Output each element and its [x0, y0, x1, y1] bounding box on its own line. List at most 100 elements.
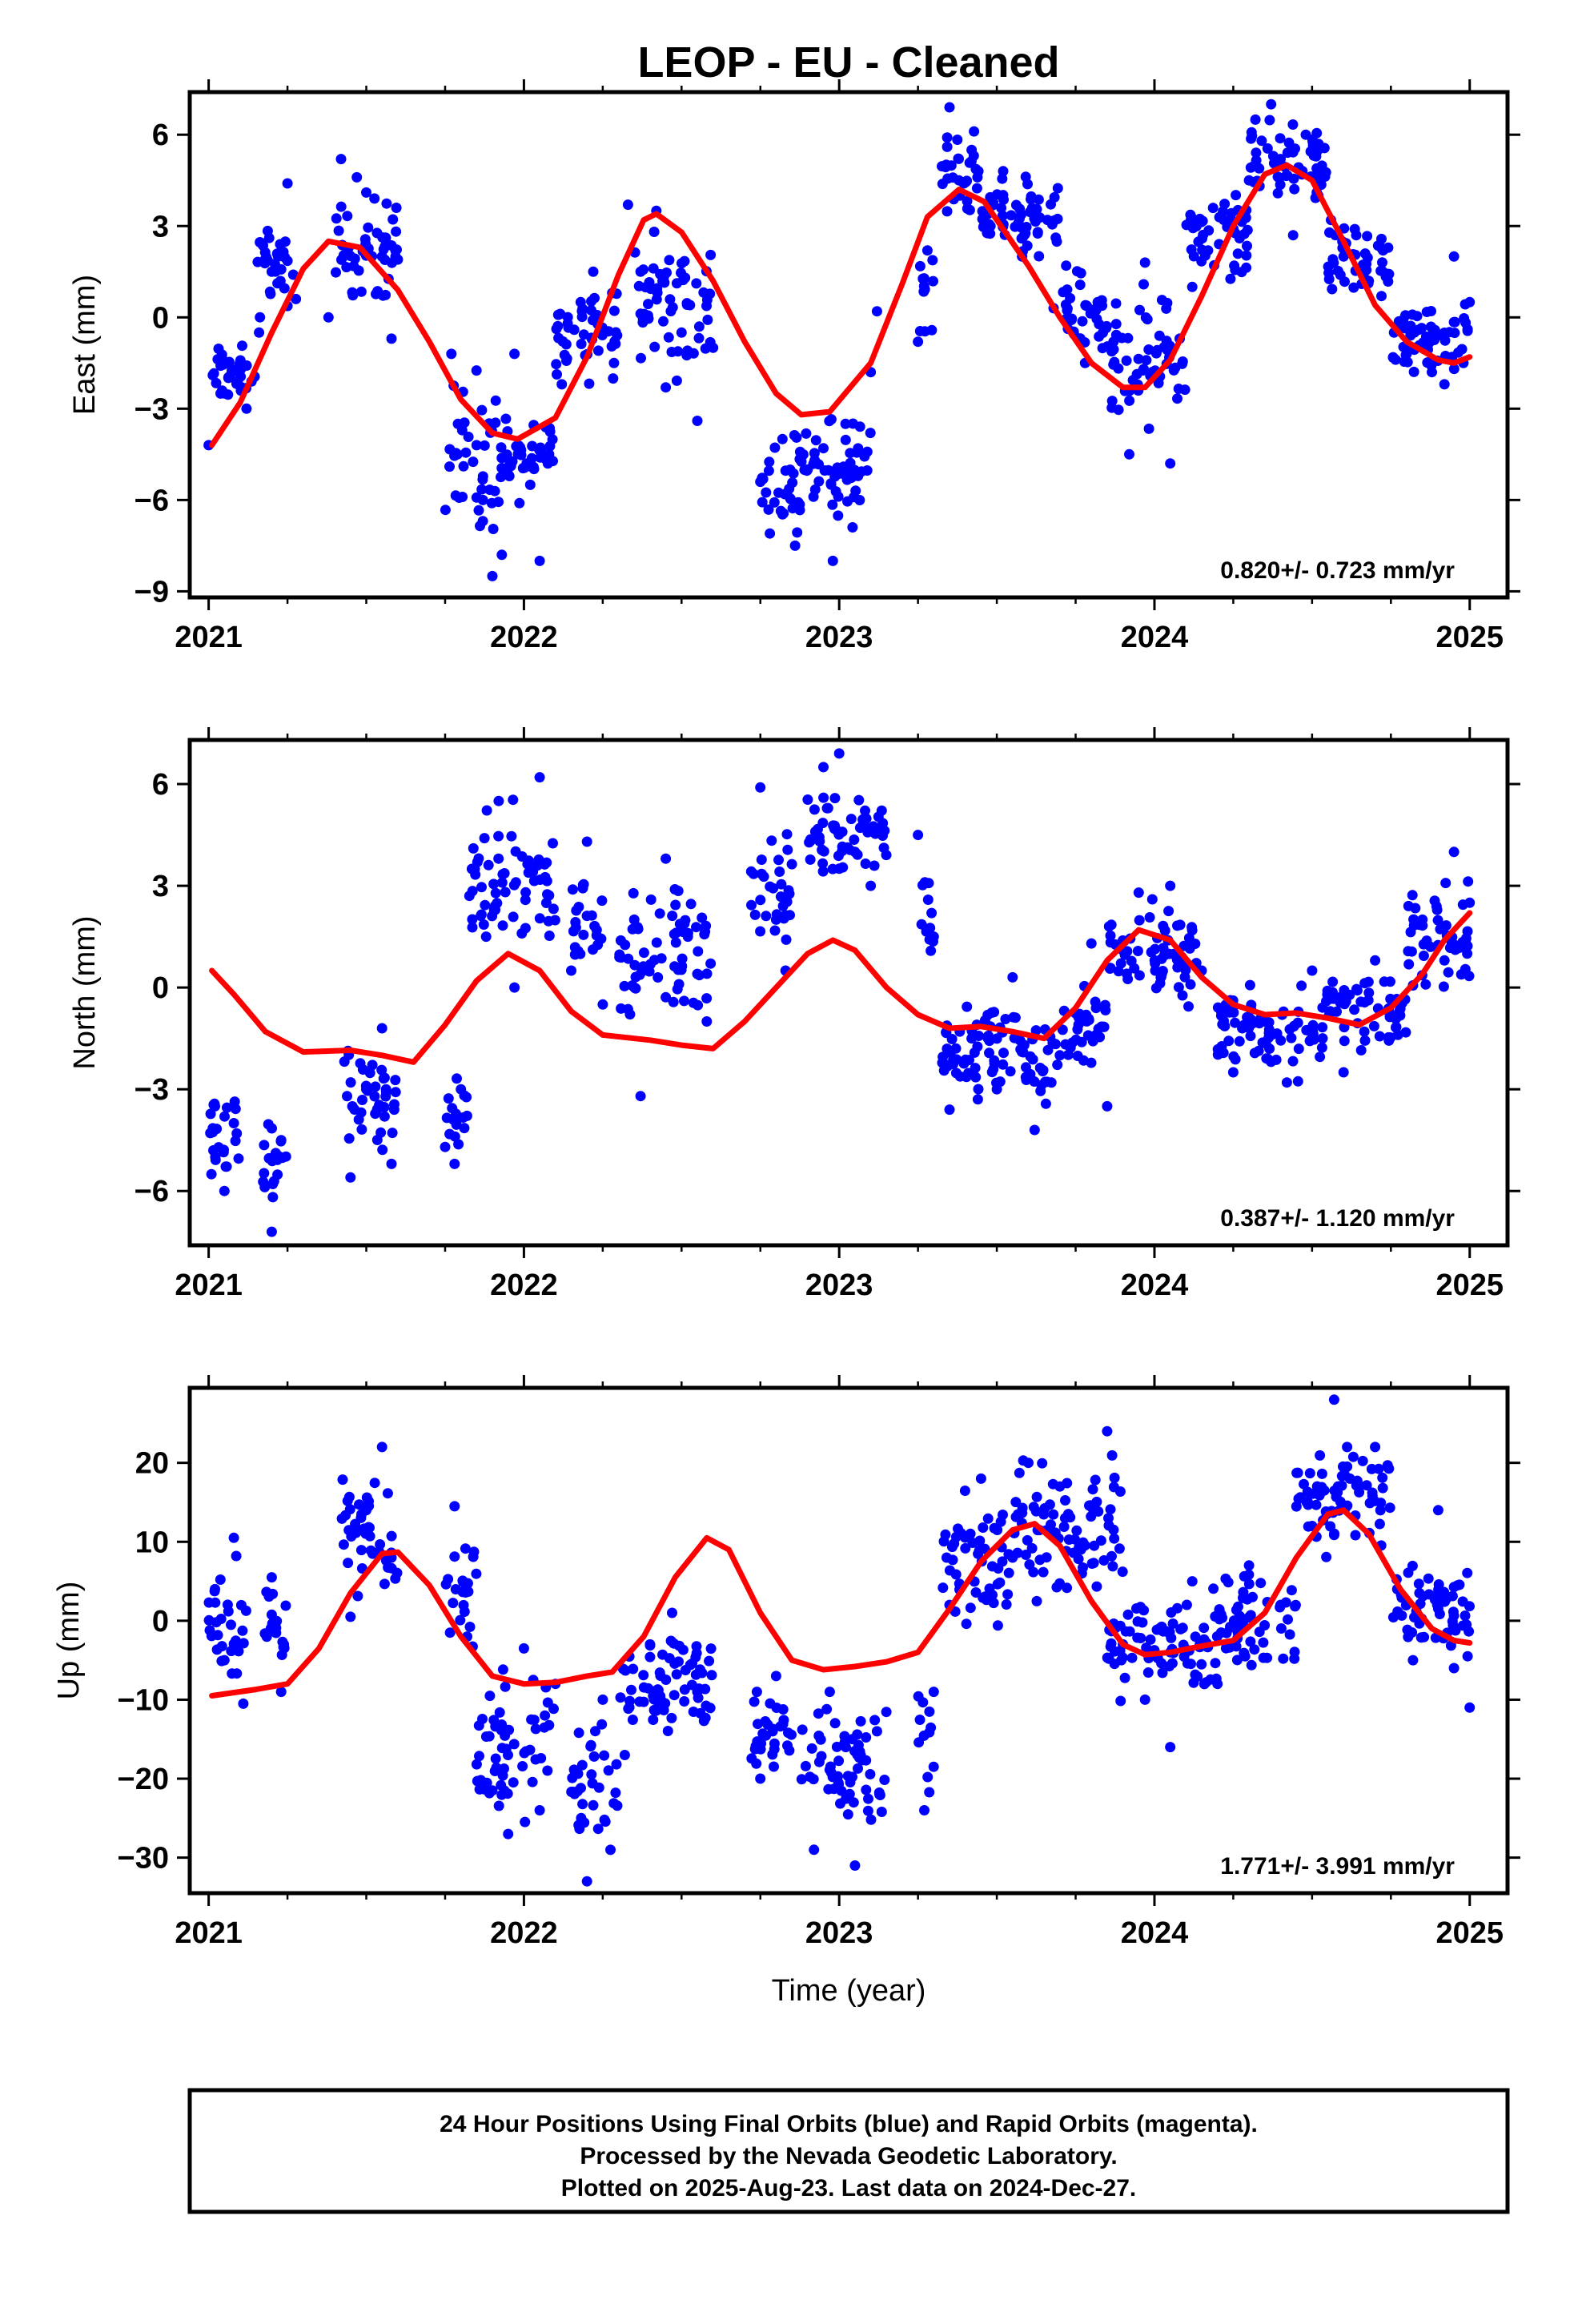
data-point: [1113, 404, 1124, 416]
data-point: [275, 1687, 287, 1698]
data-point: [978, 1522, 989, 1533]
data-point: [1342, 1441, 1353, 1453]
data-point: [1228, 1051, 1239, 1062]
data-point: [567, 884, 578, 895]
data-point: [970, 1587, 982, 1598]
data-point: [1448, 316, 1460, 328]
data-point: [1072, 1051, 1083, 1061]
data-point: [1374, 1031, 1385, 1042]
data-point: [879, 1775, 890, 1785]
data-point: [1144, 912, 1155, 923]
data-point: [483, 859, 494, 870]
data-point: [449, 1158, 460, 1169]
data-point: [849, 470, 861, 481]
data-point: [942, 132, 953, 143]
data-point: [572, 1786, 583, 1797]
data-point: [1403, 959, 1415, 970]
data-point: [1405, 927, 1416, 938]
data-point: [813, 831, 825, 842]
data-point: [1278, 1653, 1289, 1664]
plot-frame: [187, 90, 1510, 600]
data-point: [645, 894, 656, 905]
data-point: [1026, 191, 1037, 202]
y-axis-label: East (mm): [68, 275, 102, 415]
data-point: [1121, 355, 1132, 366]
data-point: [847, 522, 858, 533]
data-point: [205, 1108, 216, 1120]
data-point: [1041, 1552, 1052, 1563]
data-point: [1272, 171, 1283, 183]
data-point: [344, 1504, 355, 1515]
data-point: [210, 1583, 220, 1594]
data-point: [499, 1785, 510, 1796]
data-point: [777, 1704, 789, 1715]
data-point: [569, 949, 580, 960]
data-point: [871, 306, 882, 317]
data-point: [455, 1614, 466, 1626]
data-point: [1208, 1583, 1219, 1594]
data-point: [1138, 365, 1149, 376]
data-point: [833, 1755, 845, 1767]
data-point: [1102, 1100, 1113, 1112]
data-point: [1207, 203, 1219, 214]
data-point: [865, 880, 877, 891]
data-point: [349, 1104, 360, 1115]
data-point: [1423, 1573, 1434, 1584]
north-panel: 2021 2022 2023 2024 2025 6 3 0 −3 −6 North (mm) 0.3…: [68, 727, 1520, 1302]
data-point: [970, 1063, 981, 1074]
data-point: [1375, 1505, 1386, 1516]
data-point: [470, 869, 481, 880]
data-point: [1307, 1019, 1319, 1031]
data-point: [954, 175, 965, 186]
data-point: [282, 178, 293, 189]
y-tick-label: 10: [135, 1526, 169, 1559]
data-point: [1215, 1006, 1227, 1017]
data-point: [1052, 1059, 1063, 1071]
data-point: [219, 1111, 230, 1122]
data-point: [255, 312, 266, 323]
data-point: [1332, 265, 1343, 276]
data-point: [824, 1764, 835, 1775]
data-point: [577, 879, 588, 891]
data-point: [665, 294, 676, 305]
footer-line-3: Plotted on 2025-Aug-23. Last data on 202…: [561, 2175, 1137, 2201]
y-axis-label: North (mm): [68, 915, 102, 1069]
data-point: [1156, 968, 1167, 979]
data-point: [1008, 1011, 1019, 1023]
data-point: [1063, 1534, 1074, 1545]
data-point: [769, 1738, 780, 1749]
data-point: [785, 910, 795, 921]
data-point: [1350, 1530, 1361, 1541]
data-point: [1454, 943, 1464, 954]
data-point: [1462, 1567, 1473, 1578]
data-point: [468, 842, 479, 854]
data-point: [926, 324, 938, 336]
data-point: [924, 1727, 935, 1738]
data-point: [705, 1643, 717, 1655]
data-point: [1031, 1595, 1042, 1606]
data-point: [490, 395, 501, 406]
data-point: [783, 1727, 793, 1739]
data-point: [460, 1543, 471, 1554]
data-point: [916, 919, 927, 930]
data-point: [960, 1542, 971, 1554]
data-point: [503, 1828, 514, 1839]
data-point: [235, 371, 247, 382]
y-tick-label: −20: [118, 1763, 169, 1796]
data-point: [1071, 266, 1082, 277]
data-point: [210, 1597, 221, 1608]
data-point: [1393, 316, 1404, 327]
data-point: [1359, 978, 1371, 989]
data-point: [1190, 939, 1201, 949]
data-point: [692, 968, 703, 979]
data-point: [1186, 1576, 1198, 1587]
plot-area: [203, 99, 1476, 581]
y-tick-label: −3: [135, 392, 169, 426]
data-point: [588, 1751, 600, 1762]
data-point: [1003, 1567, 1014, 1578]
data-point: [699, 929, 710, 940]
data-point: [1420, 979, 1431, 990]
data-point: [1286, 1032, 1297, 1043]
data-point: [974, 1535, 986, 1546]
data-point: [1361, 1480, 1372, 1491]
